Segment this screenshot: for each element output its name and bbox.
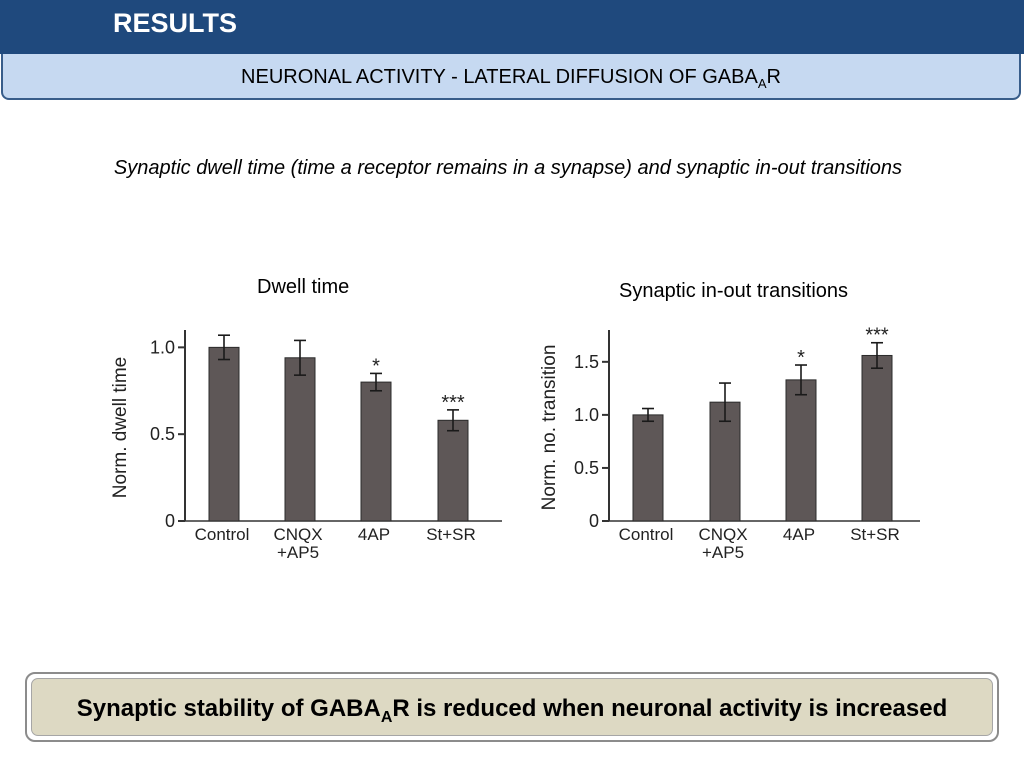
slide-title: RESULTS	[113, 8, 238, 38]
x-tick-label: St+SR	[850, 525, 900, 544]
x-tick-label: CNQX	[273, 525, 322, 544]
x-tick-label: St+SR	[426, 525, 476, 544]
x-tick-label: +AP5	[702, 543, 744, 562]
y-tick-label: 1.0	[150, 337, 175, 357]
header-bar: RESULTS	[0, 0, 1024, 54]
conclusion-text: Synaptic stability of GABAAR is reduced …	[77, 695, 947, 727]
x-tick-label: CNQX	[698, 525, 747, 544]
significance-marker: ***	[441, 392, 465, 414]
bar-control	[632, 414, 664, 522]
subtitle-suffix: R	[766, 66, 781, 88]
y-tick-label: 1.0	[574, 405, 599, 425]
y-tick-label: 0.5	[574, 458, 599, 478]
caption: Synaptic dwell time (time a receptor rem…	[113, 157, 903, 179]
y-tick-label: 0	[589, 511, 599, 531]
conclusion-prefix: Synaptic stability of GABA	[76, 695, 381, 722]
y-tick-label: 0.5	[150, 424, 175, 444]
y-axis-label: Norm. no. transition	[539, 345, 560, 511]
conclusion-panel: Synaptic stability of GABAAR is reduced …	[31, 678, 993, 736]
y-tick-label: 0	[165, 511, 175, 531]
significance-marker: *	[372, 355, 380, 377]
chart-title-dwell: Dwell time	[257, 276, 350, 298]
chart-title-transitions: Synaptic in-out transitions	[619, 280, 849, 302]
bar-control	[208, 346, 240, 522]
x-tick-label: Control	[195, 525, 250, 544]
y-axis-label: Norm. dwell time	[110, 357, 131, 498]
significance-marker: *	[797, 347, 805, 369]
conclusion-suffix: R is reduced when neuronal activity is i…	[392, 695, 948, 722]
conclusion-box: Synaptic stability of GABAAR is reduced …	[25, 672, 999, 742]
bar-st-sr	[861, 354, 893, 522]
y-tick-label: 1.5	[574, 352, 599, 372]
bar-cnqx-ap5	[284, 357, 316, 522]
x-tick-label: +AP5	[277, 543, 319, 562]
significance-marker: ***	[865, 325, 889, 347]
slide-subtitle: NEURONAL ACTIVITY - LATERAL DIFFUSION OF…	[241, 66, 781, 91]
bar-4ap	[785, 379, 817, 522]
x-tick-label: 4AP	[783, 525, 815, 544]
conclusion-subscript: A	[380, 708, 393, 726]
subtitle-bar: NEURONAL ACTIVITY - LATERAL DIFFUSION OF…	[1, 54, 1021, 100]
bar-4ap	[360, 381, 392, 522]
subtitle-subscript: A	[757, 76, 767, 91]
subtitle-text: NEURONAL ACTIVITY - LATERAL DIFFUSION OF…	[241, 66, 758, 88]
bar-st-sr	[437, 419, 469, 522]
x-tick-label: 4AP	[358, 525, 390, 544]
x-tick-label: Control	[619, 525, 674, 544]
